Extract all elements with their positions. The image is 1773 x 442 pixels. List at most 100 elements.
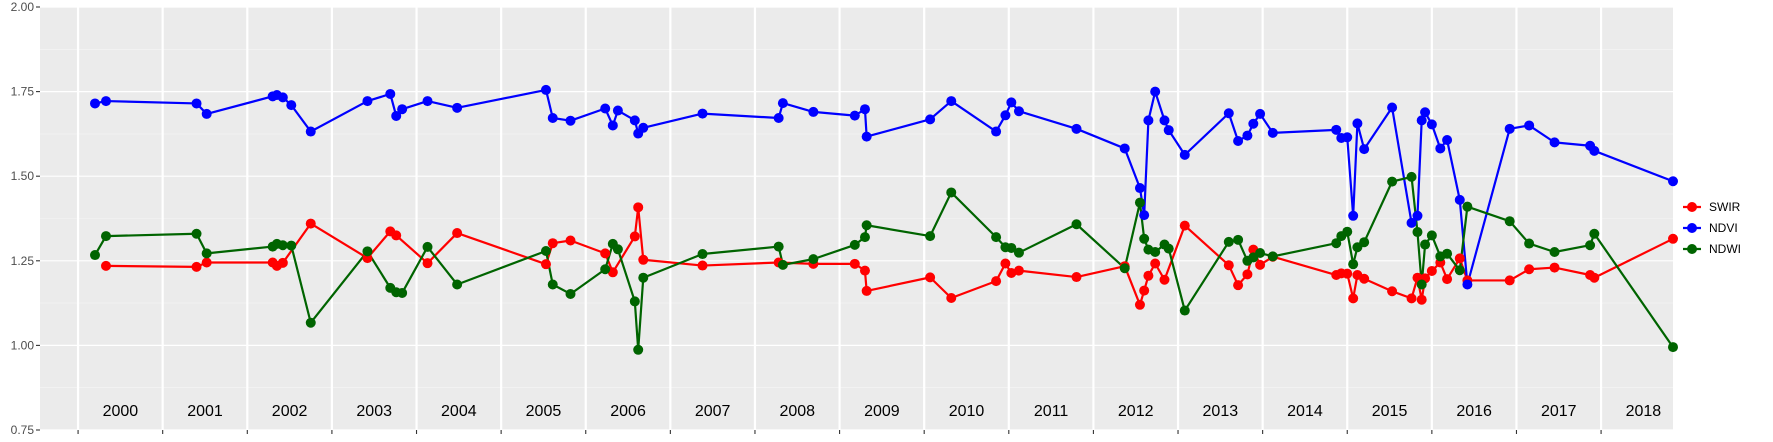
data-point-ndwi	[777, 259, 788, 270]
data-point-ndwi	[422, 241, 433, 252]
data-point-ndwi	[638, 272, 649, 283]
data-point-ndvi	[397, 104, 408, 115]
data-point-swir	[1071, 272, 1082, 283]
data-point-ndvi	[547, 112, 558, 123]
data-point-ndvi	[1242, 130, 1253, 141]
data-point-ndvi	[1420, 107, 1431, 118]
data-point-swir	[1504, 275, 1515, 286]
data-point-ndwi	[1668, 342, 1678, 353]
data-point-swir	[946, 293, 957, 304]
data-point-ndvi	[452, 102, 463, 113]
data-point-ndvi	[201, 108, 212, 119]
data-point-ndvi	[849, 110, 860, 121]
data-point-ndwi	[600, 264, 611, 275]
legend-label-ndvi: NDVI	[1709, 221, 1738, 235]
data-point-ndwi	[565, 288, 576, 299]
data-point-ndvi	[1348, 210, 1359, 221]
data-point-ndvi	[305, 126, 316, 137]
data-point-ndwi	[1331, 238, 1342, 249]
legend-key-ndvi	[1687, 223, 1697, 233]
data-point-swir	[607, 267, 618, 278]
data-point-ndvi	[861, 131, 872, 142]
data-point-ndwi	[773, 241, 784, 252]
data-point-swir	[1387, 286, 1398, 297]
data-point-ndvi	[385, 88, 396, 99]
data-point-ndvi	[1255, 108, 1266, 119]
data-point-ndwi	[1255, 248, 1266, 259]
data-point-ndwi	[397, 287, 408, 298]
data-point-ndwi	[991, 232, 1002, 243]
data-point-ndvi	[1331, 124, 1342, 135]
data-point-ndvi	[1442, 134, 1453, 145]
data-point-swir	[1255, 259, 1266, 270]
year-label: 2000	[103, 403, 139, 420]
data-point-ndwi	[1134, 197, 1145, 208]
data-point-swir	[1454, 253, 1465, 264]
data-point-ndwi	[1524, 238, 1535, 249]
data-point-ndwi	[100, 231, 111, 242]
data-point-ndvi	[777, 98, 788, 109]
data-point-swir	[1589, 272, 1600, 283]
year-label: 2012	[1118, 403, 1154, 420]
data-point-ndvi	[565, 115, 576, 126]
legend-label-swir: SWIR	[1709, 200, 1741, 214]
data-point-swir	[1139, 285, 1150, 296]
data-point-ndwi	[1420, 239, 1431, 250]
data-point-swir	[1416, 294, 1427, 305]
data-point-swir	[1242, 269, 1253, 280]
data-point-swir	[1442, 274, 1453, 285]
year-label: 2016	[1456, 403, 1492, 420]
data-point-ndvi	[362, 96, 373, 107]
data-point-ndvi	[1248, 118, 1259, 129]
data-point-ndvi	[286, 100, 297, 111]
data-point-ndwi	[1412, 227, 1423, 238]
data-point-ndwi	[1139, 233, 1150, 244]
legend-key-ndwi	[1687, 244, 1697, 254]
data-point-ndwi	[201, 248, 212, 259]
data-point-ndvi	[1462, 279, 1473, 290]
year-label: 2004	[441, 403, 477, 420]
data-point-ndwi	[808, 254, 819, 265]
y-tick-label: 1.25	[11, 254, 35, 268]
data-point-ndwi	[1179, 305, 1190, 316]
data-point-ndwi	[612, 244, 623, 255]
data-point-ndwi	[1342, 226, 1353, 237]
data-point-swir	[1668, 233, 1678, 244]
data-point-ndwi	[633, 344, 644, 355]
data-point-ndwi	[191, 228, 202, 239]
y-tick-label: 1.50	[11, 169, 35, 183]
data-point-ndvi	[991, 126, 1002, 137]
data-point-ndvi	[697, 108, 708, 119]
data-point-swir	[1426, 265, 1437, 276]
data-point-ndvi	[1163, 125, 1174, 136]
data-point-ndvi	[422, 96, 433, 107]
data-point-ndwi	[277, 240, 288, 251]
data-point-ndwi	[1462, 201, 1473, 212]
data-point-ndwi	[1585, 240, 1596, 251]
data-point-ndwi	[1223, 236, 1234, 247]
year-label: 2007	[695, 403, 731, 420]
data-point-ndwi	[540, 245, 551, 256]
data-point-swir	[452, 228, 463, 239]
data-point-ndwi	[1013, 247, 1024, 258]
data-point-ndvi	[1223, 108, 1234, 119]
data-point-ndvi	[1352, 118, 1363, 129]
year-label: 2014	[1287, 403, 1323, 420]
legend-key-swir	[1687, 202, 1697, 212]
data-point-swir	[1223, 260, 1234, 271]
year-label: 2006	[610, 403, 646, 420]
data-point-ndwi	[849, 239, 860, 250]
data-point-ndwi	[1504, 216, 1515, 227]
data-point-swir	[1524, 264, 1535, 275]
data-point-swir	[1143, 270, 1154, 281]
data-point-ndvi	[1071, 123, 1082, 134]
data-point-ndwi	[629, 296, 640, 307]
data-point-ndvi	[1524, 120, 1535, 131]
data-point-swir	[565, 235, 576, 246]
data-point-ndvi	[1454, 194, 1465, 205]
year-label: 2013	[1203, 403, 1239, 420]
data-point-ndwi	[859, 232, 870, 243]
data-point-swir	[925, 272, 936, 283]
data-point-swir	[1159, 274, 1170, 285]
